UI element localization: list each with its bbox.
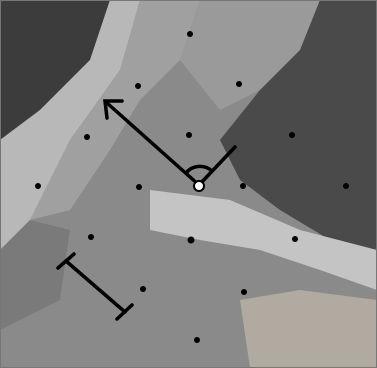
sample-point (343, 183, 349, 189)
lower-right-region (240, 290, 377, 368)
sample-point (194, 337, 200, 343)
sample-point (84, 134, 90, 140)
sample-point (135, 83, 141, 89)
sample-point (292, 236, 298, 242)
sample-point (188, 237, 195, 244)
sample-point (289, 132, 295, 138)
sample-point (136, 184, 142, 190)
center-point (194, 181, 204, 191)
sample-point (88, 234, 94, 240)
sample-point (241, 289, 247, 295)
sample-point (186, 132, 192, 138)
page: (() => { const data = JSON.parse(documen… (0, 0, 377, 368)
sample-point (187, 31, 193, 37)
sample-point (240, 183, 246, 189)
image-view (0, 0, 377, 368)
sample-point (35, 183, 41, 189)
sample-point (236, 81, 242, 87)
sample-point (140, 286, 146, 292)
